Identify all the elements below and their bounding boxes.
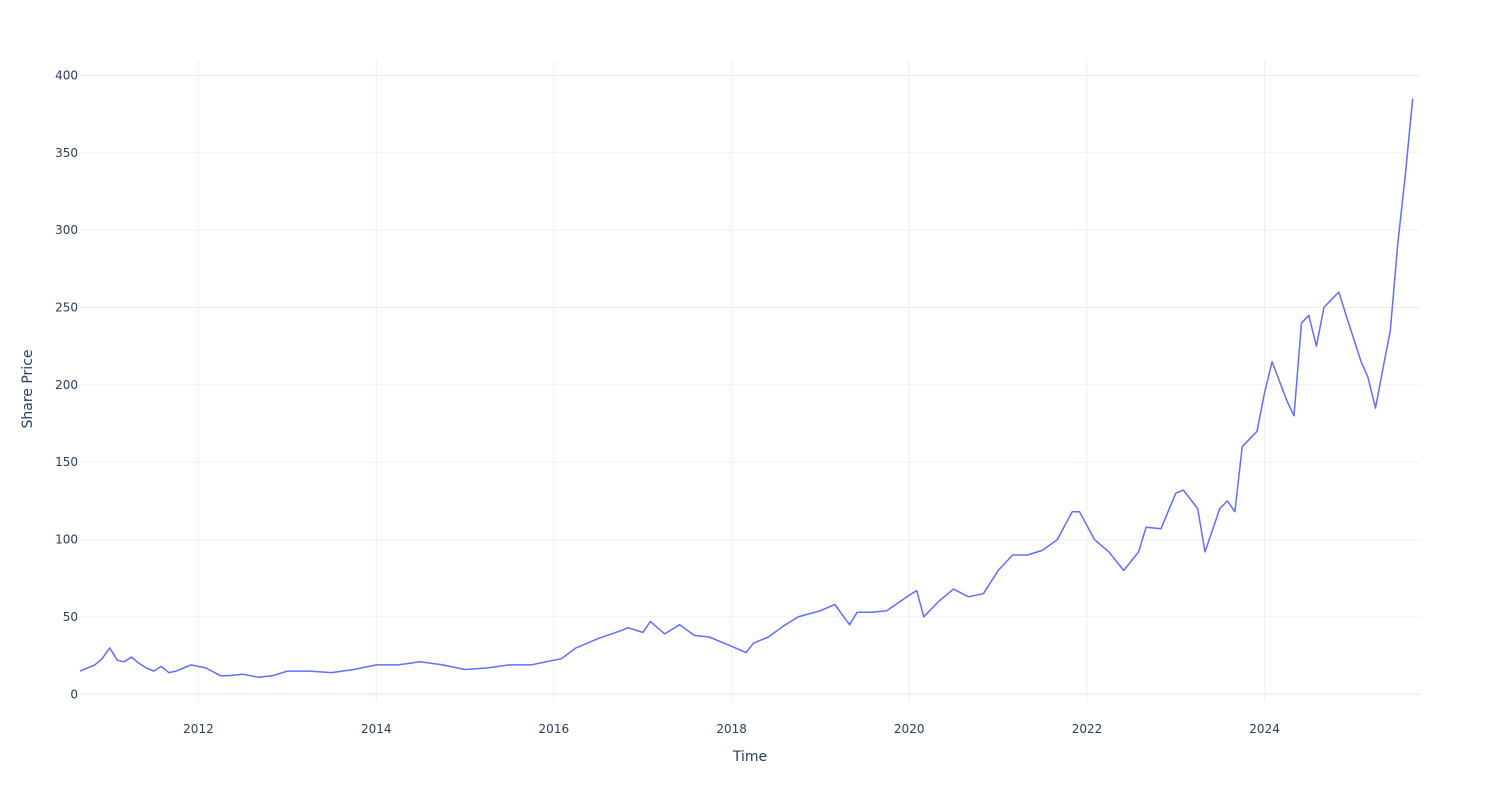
- x-tick-2024: 2024: [1249, 722, 1280, 736]
- x-tick-2014: 2014: [361, 722, 392, 736]
- series-line-0: [79, 98, 1414, 678]
- plot-background: [80, 60, 1420, 702]
- y-tick-250: 250: [55, 301, 78, 315]
- x-tick-2012: 2012: [183, 722, 214, 736]
- y-tick-350: 350: [55, 146, 78, 160]
- y-tick-100: 100: [55, 533, 78, 547]
- y-gridlines: [80, 74, 1420, 696]
- y-axis-title: Share Price: [20, 349, 36, 428]
- y-tick-300: 300: [55, 223, 78, 237]
- x-tick-2022: 2022: [1072, 722, 1103, 736]
- x-gridlines: [197, 60, 1266, 702]
- y-tick-400: 400: [55, 68, 78, 82]
- x-tick-2020: 2020: [894, 722, 925, 736]
- y-tick-200: 200: [55, 378, 78, 392]
- x-tick-2018: 2018: [716, 722, 747, 736]
- series-lines: [79, 98, 1414, 678]
- x-tick-labels: 2012 2014 2016 2018 2020 2022 2024: [183, 722, 1280, 736]
- x-axis-title: Time: [732, 749, 767, 765]
- y-tick-0: 0: [70, 687, 78, 701]
- y-tick-50: 50: [63, 610, 78, 624]
- y-tick-labels: 0 50 100 150 200 250 300 350 400: [55, 68, 78, 701]
- y-tick-150: 150: [55, 455, 78, 469]
- x-tick-2016: 2016: [539, 722, 570, 736]
